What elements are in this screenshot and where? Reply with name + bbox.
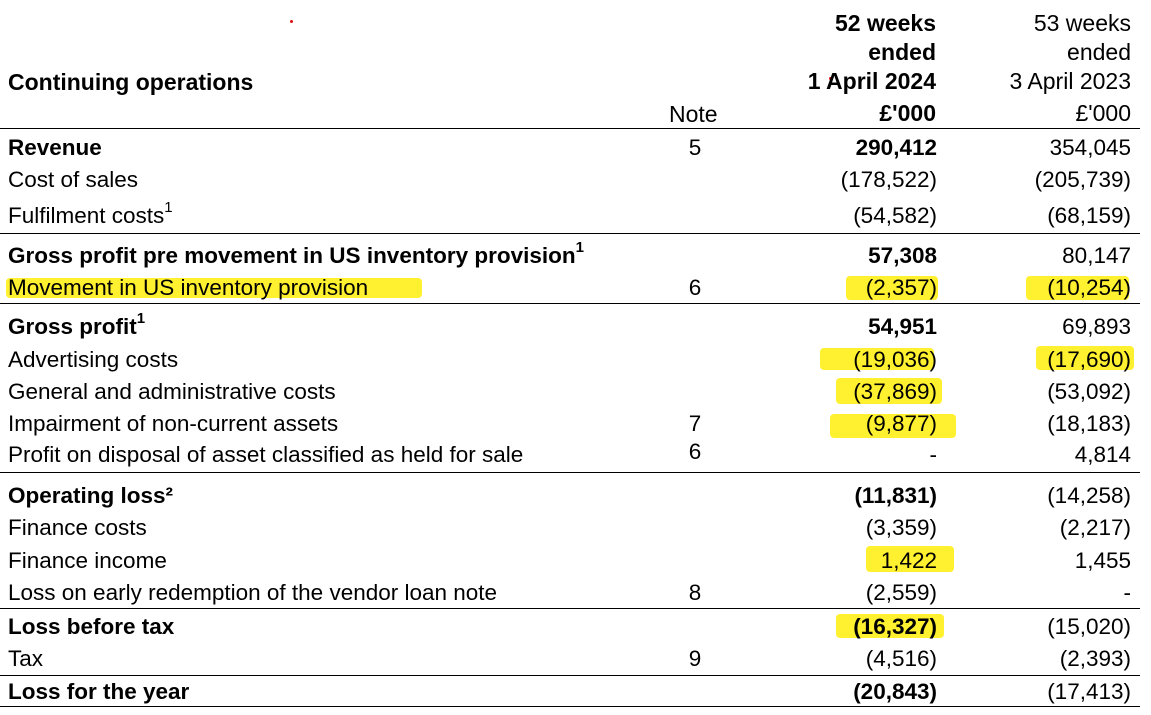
rule-above-loss-before-tax <box>0 608 1140 609</box>
row-tax: Tax 9 (4,516) (2,393) <box>8 646 1131 671</box>
row-movement-us-inventory: Movement in US inventory provision 6 (2,3… <box>8 275 1131 300</box>
rule-bottom <box>0 706 1140 707</box>
red-marker-dot <box>290 20 293 23</box>
row-gross-profit-pre-movement: Gross profit pre movement in US inventor… <box>8 238 1131 269</box>
red-marker-dot <box>829 77 832 80</box>
note-column-header: Note <box>669 101 718 127</box>
row-loss-early-redemption: Loss on early redemption of the vendor l… <box>8 580 1131 605</box>
row-finance-income: Finance income 1,422 1,455 <box>8 548 1131 573</box>
row-fulfilment-costs: Fulfilment costs1 (54,582) (68,159) <box>8 198 1131 229</box>
highlight-loss-before-tax-current <box>836 614 944 638</box>
prior-period-header: 53 weeks ended 3 April 2023 £'000 <box>1009 10 1131 126</box>
highlight-advertising-current <box>820 348 934 370</box>
current-period-header: 52 weeks ended 1 April 2024 £'000 <box>807 10 936 126</box>
row-profit-on-disposal: Profit on disposal of asset classified a… <box>8 439 1131 467</box>
row-gross-profit: Gross profit1 54,951 69,893 <box>8 309 1131 340</box>
rule-above-gross-profit <box>0 303 1140 304</box>
section-title: Continuing operations <box>8 69 254 95</box>
row-operating-loss: Operating loss² (11,831) (14,258) <box>8 483 1131 508</box>
highlight-advertising-prior <box>1036 346 1134 370</box>
row-advertising-costs: Advertising costs (19,036) (17,690) <box>8 347 1131 372</box>
rule-above-gross-profit-pre <box>0 233 1140 234</box>
rule-under-header <box>0 128 1140 129</box>
highlight-ga-current <box>836 378 942 404</box>
row-revenue: Revenue 5 290,412 354,045 <box>8 135 1131 160</box>
highlight-finance-income-current <box>866 546 954 572</box>
row-general-admin-costs: General and administrative costs (37,869… <box>8 379 1131 404</box>
row-cost-of-sales: Cost of sales (178,522) (205,739) <box>8 167 1131 192</box>
row-loss-for-year: Loss for the year (20,843) (17,413) <box>8 679 1131 704</box>
rule-above-loss-for-year <box>0 675 1140 676</box>
highlight-movement-prior <box>1026 276 1129 300</box>
rule-above-operating-loss <box>0 472 1140 473</box>
highlight-movement-current <box>846 276 938 300</box>
highlight-movement-label <box>6 278 422 298</box>
row-impairment: Impairment of non-current assets 7 (9,877… <box>8 411 1131 436</box>
row-finance-costs: Finance costs (3,359) (2,217) <box>8 515 1131 540</box>
highlight-impairment-current <box>830 414 956 438</box>
row-loss-before-tax: Loss before tax (16,327) (15,020) <box>8 614 1131 639</box>
